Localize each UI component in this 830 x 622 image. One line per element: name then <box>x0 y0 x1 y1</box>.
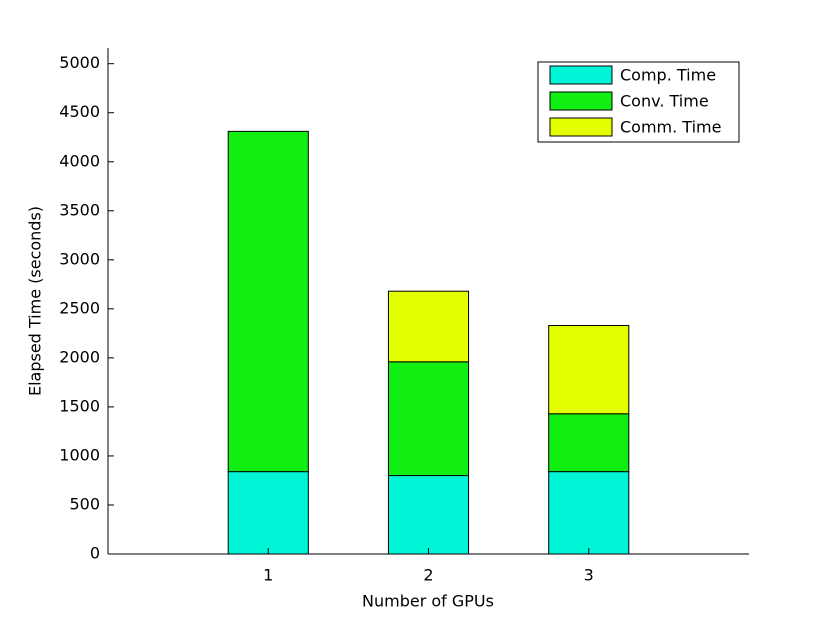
y-tick-label: 1000 <box>59 445 100 464</box>
bar-segment <box>387 290 470 363</box>
bar-segment <box>548 471 630 555</box>
legend-label: Conv. Time <box>620 92 709 111</box>
y-tick-label: 3500 <box>59 200 100 219</box>
y-tick-label: 5000 <box>59 53 100 72</box>
bar-segment <box>227 130 309 473</box>
legend-swatch <box>549 91 613 111</box>
y-tick-label: 4000 <box>59 151 100 170</box>
bar-segment <box>387 475 470 555</box>
y-tick-label: 3000 <box>59 249 100 268</box>
y-tick-label: 2000 <box>59 347 100 366</box>
y-axis-label: Elapsed Time (seconds) <box>26 206 45 396</box>
x-tick-label: 3 <box>584 566 594 585</box>
legend-label: Comm. Time <box>620 118 721 137</box>
y-tick-label: 500 <box>69 494 100 513</box>
bar-segment <box>227 471 309 555</box>
legend-swatch <box>549 65 613 85</box>
bar-segment <box>548 325 630 415</box>
bar-segment <box>387 361 470 477</box>
y-tick-label: 1500 <box>59 396 100 415</box>
x-axis-label: Number of GPUs <box>362 592 494 611</box>
x-tick-label: 2 <box>423 566 433 585</box>
legend-swatch <box>549 117 613 137</box>
y-tick-label: 2500 <box>59 298 100 317</box>
bar-segment <box>548 413 630 473</box>
y-tick-label: 0 <box>90 544 100 563</box>
x-tick-label: 1 <box>263 566 273 585</box>
legend-label: Comp. Time <box>620 66 716 85</box>
y-tick-label: 4500 <box>59 102 100 121</box>
